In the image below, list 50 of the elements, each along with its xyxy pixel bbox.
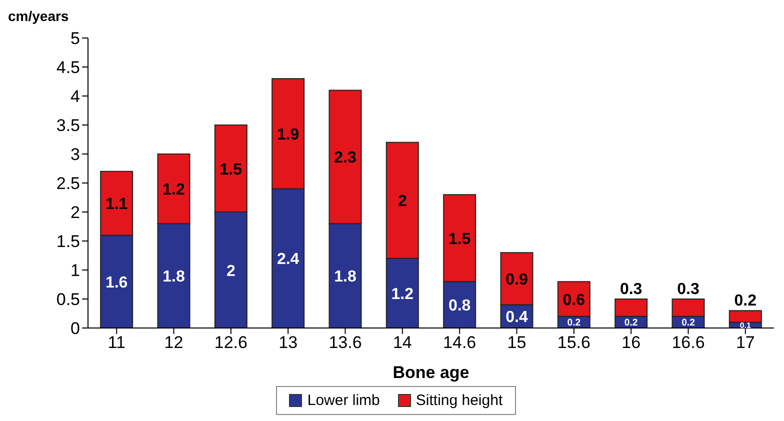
y-tick-label: 0.5	[56, 290, 80, 310]
x-tick-label: 14	[392, 333, 412, 352]
x-tick-label: 11	[108, 333, 126, 352]
y-tick-label: 5	[70, 29, 80, 48]
x-tick-label: 17	[736, 333, 755, 352]
y-tick-label: 4	[70, 87, 80, 106]
data-label: 0.2	[682, 318, 695, 329]
data-label: 2	[398, 193, 407, 210]
data-label: 0.6	[562, 292, 586, 309]
data-label: 0.2	[567, 318, 581, 329]
y-tick-label: 1	[70, 261, 80, 280]
y-tick-label: 1.5	[56, 232, 80, 252]
y-tick-label: 2	[70, 203, 80, 222]
data-label: 1.2	[162, 182, 185, 199]
data-label: 0.4	[506, 309, 528, 326]
data-label: 2.4	[276, 251, 300, 268]
data-label: 0.2	[624, 318, 638, 329]
legend-label: Sitting height	[414, 392, 503, 409]
x-tick-label: 15.6	[557, 333, 590, 352]
legend-label: Lower limb	[306, 392, 380, 409]
x-tick-label: 14.6	[443, 333, 476, 352]
data-label: 1.2	[391, 286, 414, 303]
y-tick-label: 3	[70, 145, 80, 164]
data-label: 1.8	[334, 268, 356, 286]
data-label: 1.6	[105, 274, 128, 292]
data-label: 2	[226, 262, 236, 280]
x-tick-label: 13.6	[328, 333, 362, 352]
x-tick-label: 16.6	[672, 333, 705, 352]
x-tick-label: 12.6	[214, 333, 248, 352]
y-tick-label: 3.5	[56, 116, 80, 136]
y-tick-label: 2.5	[56, 174, 80, 194]
data-label: 1.5	[448, 230, 471, 248]
data-label: 1.5	[220, 161, 242, 178]
data-label: 0.8	[448, 298, 471, 315]
x-tick-label: 12	[164, 333, 184, 352]
y-tick-label: 4.5	[56, 58, 80, 78]
x-tick-label: 13	[278, 333, 298, 352]
x-tick-label: 15	[507, 333, 526, 352]
y-axis-title: cm/years	[8, 8, 69, 24]
data-label: 0.3	[620, 281, 642, 298]
data-label: 0.3	[677, 281, 700, 298]
data-label: 0.9	[506, 271, 528, 288]
data-label: 0.2	[734, 292, 757, 310]
data-label: 1.1	[105, 196, 128, 214]
data-label: 2.3	[334, 150, 356, 167]
x-tick-label: 16	[622, 333, 641, 352]
y-tick-label: 0	[70, 319, 80, 338]
data-label: 1.9	[276, 126, 300, 144]
data-label: 1.8	[162, 268, 185, 286]
x-axis-title: Bone age	[392, 363, 470, 382]
